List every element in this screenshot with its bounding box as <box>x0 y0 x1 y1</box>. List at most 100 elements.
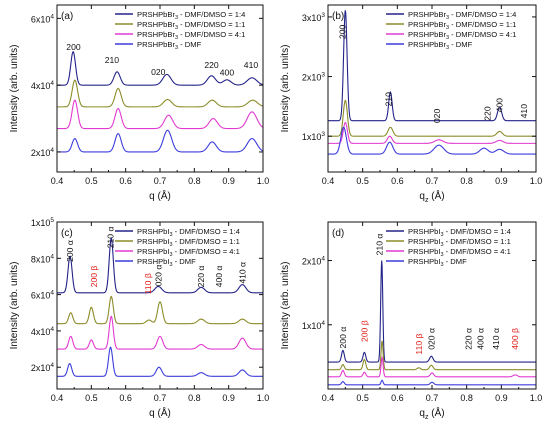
x-tick-label: 0.9 <box>222 393 235 403</box>
panel-label: (c) <box>61 228 73 239</box>
x-tick-label: 0.8 <box>460 176 473 186</box>
x-tick-label: 0.4 <box>51 393 64 403</box>
x-tick-label: 0.5 <box>85 176 98 186</box>
series-line <box>328 10 536 122</box>
legend-label: PRSHPbI3 - DMF/DMSO = 1:1 <box>408 237 511 248</box>
legend-label: PRSHPbI3 - DMF/DMSO = 4:1 <box>408 247 511 258</box>
peak-annotation: 410 <box>244 60 259 70</box>
x-axis-label: qz (Å) <box>419 189 444 204</box>
peak-annotation: 400 β <box>510 328 520 350</box>
peak-annotation: 210 α <box>374 234 384 256</box>
series-line <box>328 121 536 144</box>
series-line <box>57 129 263 153</box>
x-tick-label: 0.5 <box>85 393 98 403</box>
peak-annotation: 200 α <box>338 327 348 349</box>
peak-annotation: 220 <box>482 106 492 121</box>
peak-annotation: 400 <box>220 67 235 77</box>
legend-label: PRSHPbBr3 - DMF/DMSO = 1:1 <box>408 20 516 31</box>
plot-area <box>328 260 536 386</box>
x-tick-label: 0.9 <box>495 176 508 186</box>
peak-annotation: 410 α <box>237 262 247 284</box>
x-tick-label: 0.8 <box>188 176 201 186</box>
y-axis-label: Intensity (arb. units) <box>9 262 20 350</box>
peak-annotation: 410 α <box>491 328 501 350</box>
series-line <box>328 379 536 386</box>
x-tick-label: 1.0 <box>257 176 270 186</box>
series-line <box>328 99 536 137</box>
x-tick-label: 0.6 <box>119 176 132 186</box>
legend-label: PRSHPbBr3 - DMF <box>408 40 473 51</box>
y-tick-label: 2x104 <box>31 362 55 373</box>
plot-area <box>57 237 263 377</box>
y-tick-label: 2x103 <box>302 72 326 83</box>
x-axis-label: qz (Å) <box>419 406 444 421</box>
legend-label: PRSHPbBr3 - DMF/DMSO = 1:1 <box>137 20 245 31</box>
x-tick-label: 1.0 <box>530 393 543 403</box>
x-axis-label: q (Å) <box>149 406 171 419</box>
peak-annotation: 200 <box>66 42 81 52</box>
legend-label: PRSHPbBr3 - DMF/DMSO = 4:1 <box>137 30 245 41</box>
peak-annotation: 110 β <box>143 273 153 294</box>
panel-label: (d) <box>332 228 344 239</box>
x-tick-label: 0.9 <box>222 176 235 186</box>
x-tick-label: 0.8 <box>460 393 473 403</box>
x-tick-label: 0.4 <box>322 176 335 186</box>
x-tick-label: 0.8 <box>188 393 201 403</box>
y-tick-label: 4x104 <box>31 326 55 337</box>
series-line <box>57 237 263 294</box>
chart-panel-b: 0.4 0.5 0.6 0.7 0.8 0.9 1.0 1x103 2x103 3x103 Inte… <box>280 4 543 204</box>
y-axis-label: Intensity (arb. units) <box>280 45 291 133</box>
series-line <box>57 50 263 86</box>
legend-label: PRSHPbI3 - DMF/DMSO = 1:4 <box>408 227 511 238</box>
legend-label: PRSHPbBr3 - DMF/DMSO = 1:4 <box>137 10 245 21</box>
peak-annotation: 220 α <box>463 328 473 350</box>
peak-annotation: 200 <box>338 24 348 39</box>
series-line <box>328 260 536 363</box>
legend-label: PRSHPbI3 - DMF <box>408 257 467 268</box>
series-line <box>328 355 536 378</box>
y-axis-label: Intensity (arb. units) <box>280 262 291 350</box>
plot-area <box>57 50 263 153</box>
peak-annotation: 210 <box>384 92 394 107</box>
y-tick-label: 4x104 <box>31 80 55 91</box>
y-tick-label: 1x104 <box>302 320 326 331</box>
series-line <box>57 315 263 350</box>
x-tick-label: 0.7 <box>426 176 439 186</box>
x-tick-label: 0.6 <box>391 176 404 186</box>
x-tick-label: 0.5 <box>356 393 369 403</box>
x-tick-label: 0.7 <box>426 393 439 403</box>
chart-panel-d: 0.4 0.5 0.6 0.7 0.8 0.9 1.0 1x104 2x104 Intensity… <box>280 221 543 421</box>
peak-annotation: 400 <box>495 98 505 113</box>
legend-label: PRSHPbI3 - DMF/DMSO = 1:4 <box>137 227 240 238</box>
legend-label: PRSHPbBr3 - DMF/DMSO = 4:1 <box>408 30 516 41</box>
peak-annotation: 020 α <box>153 265 163 287</box>
series-line <box>328 340 536 371</box>
series-line <box>57 79 263 108</box>
panel-label: (b) <box>332 11 344 22</box>
legend-label: PRSHPbBr3 - DMF <box>137 40 202 51</box>
y-tick-label: 8x104 <box>31 253 55 264</box>
x-tick-label: 1.0 <box>530 176 543 186</box>
panel-label: (a) <box>61 11 73 22</box>
y-tick-label: 1x103 <box>302 131 326 142</box>
peak-annotation: 220 α <box>196 266 206 288</box>
x-tick-label: 0.7 <box>154 176 167 186</box>
x-tick-label: 0.4 <box>322 393 335 403</box>
y-tick-label: 1x105 <box>31 217 55 228</box>
peak-annotation: 200 β <box>359 320 369 342</box>
plot-area <box>328 10 536 155</box>
peak-annotation: 410 <box>519 104 529 119</box>
legend-label: PRSHPbI3 - DMF/DMSO = 4:1 <box>137 247 240 258</box>
x-tick-label: 0.6 <box>391 393 404 403</box>
peak-annotation: 110 β <box>414 333 424 354</box>
y-tick-label: 2x104 <box>302 256 326 267</box>
peak-annotation: 220 <box>204 60 219 70</box>
series-line <box>328 126 536 155</box>
x-tick-label: 0.9 <box>495 393 508 403</box>
series-line <box>57 99 263 130</box>
peak-annotation: 020 <box>432 109 442 124</box>
y-tick-label: 6x104 <box>31 13 55 24</box>
y-axis-label: Intensity (arb. units) <box>9 45 20 133</box>
chart-panel-a: 0.4 0.5 0.6 0.7 0.8 0.9 1.0 2x104 4x104 6x104 Inte… <box>9 4 270 202</box>
